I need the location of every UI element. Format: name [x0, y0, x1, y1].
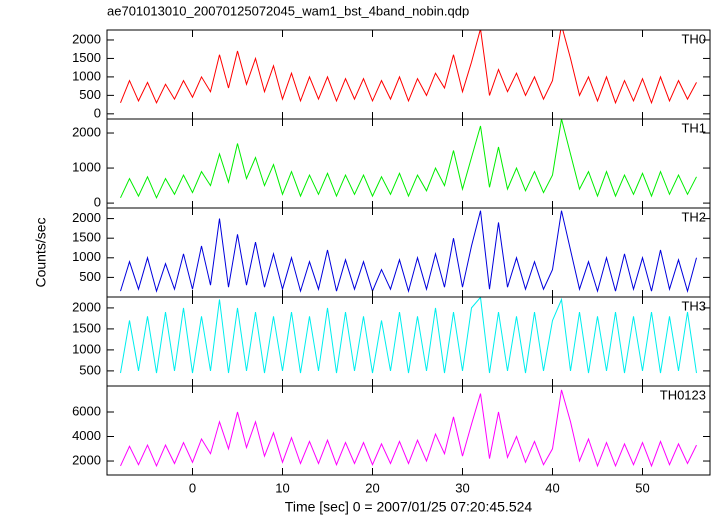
x-tick-label: 10: [275, 480, 289, 495]
y-tick-label: 2000: [72, 210, 101, 225]
x-tick-label: 40: [545, 480, 559, 495]
panel-frame: [106, 207, 711, 298]
panel-label: TH2: [681, 209, 706, 224]
panel-label: TH0123: [660, 387, 706, 402]
x-tick-label: 50: [635, 480, 649, 495]
x-tick-label: 30: [455, 480, 469, 495]
panel-frame: [106, 118, 711, 209]
y-tick-label: 1500: [72, 320, 101, 335]
light-curve: [120, 119, 697, 200]
y-tick-label: 2000: [72, 31, 101, 46]
light-curve: [120, 389, 697, 468]
y-tick-label: 2000: [72, 124, 101, 139]
x-tick-label: 20: [365, 480, 379, 495]
x-tick-label: 0: [189, 480, 196, 495]
panel-label: TH1: [681, 120, 706, 135]
panel-frame: [106, 385, 711, 476]
light-curve: [120, 297, 697, 374]
light-curve: [120, 210, 697, 293]
light-curve: [120, 30, 697, 105]
chart-title: ae701013010_20070125072045_wam1_bst_4ban…: [107, 3, 469, 18]
y-axis-label: Counts/sec: [33, 217, 49, 287]
y-tick-label: 1000: [72, 341, 101, 356]
y-tick-label: 1500: [72, 230, 101, 245]
y-tick-label: 2000: [72, 299, 101, 314]
y-tick-label: 500: [79, 87, 101, 102]
y-tick-label: 6000: [72, 403, 101, 418]
y-tick-label: 0: [94, 195, 101, 210]
panel-label: TH3: [681, 298, 706, 313]
y-tick-label: 0: [94, 105, 101, 120]
y-tick-label: 1500: [72, 50, 101, 65]
y-tick-label: 500: [79, 362, 101, 377]
y-tick-label: 2000: [72, 452, 101, 467]
y-tick-label: 1000: [72, 249, 101, 264]
panel-frame: [106, 29, 711, 120]
y-tick-label: 1000: [72, 68, 101, 83]
panel-label: TH0: [681, 31, 706, 46]
x-axis-label: Time [sec] 0 = 2007/01/25 07:20:45.524: [285, 499, 533, 515]
y-tick-label: 4000: [72, 428, 101, 443]
y-tick-label: 500: [79, 269, 101, 284]
y-tick-label: 1000: [72, 159, 101, 174]
